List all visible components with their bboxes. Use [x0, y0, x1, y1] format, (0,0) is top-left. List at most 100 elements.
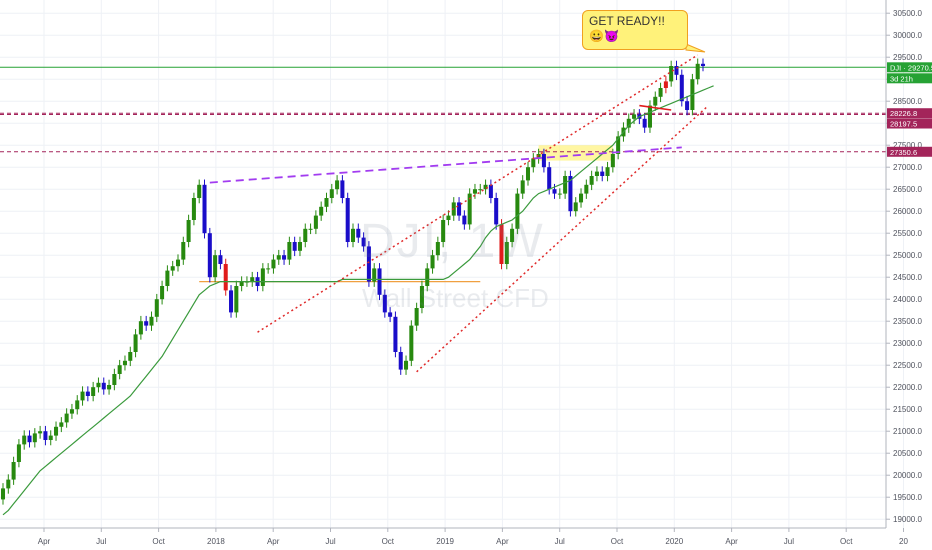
trendlines	[209, 43, 709, 373]
candle-body	[223, 264, 228, 291]
y-tick-label: 29500.0	[893, 53, 922, 62]
candle-body	[610, 154, 615, 168]
candle-body	[594, 171, 599, 176]
candle-body	[122, 360, 127, 366]
candle-body	[213, 255, 218, 278]
candle-body	[584, 184, 589, 194]
annotation-callout[interactable]: GET READY!! 😀😈	[582, 10, 688, 50]
price-axis[interactable]: 19000.0 19500.0 20000.0 20500.0 21000.0 21500…	[885, 0, 922, 528]
candle-body	[6, 479, 11, 489]
candle-body	[324, 198, 329, 207]
candle-body	[128, 352, 133, 361]
candle-body	[101, 382, 106, 390]
highlight-zone	[538, 145, 613, 161]
candle-body	[600, 171, 605, 176]
y-tick-label: 30000.0	[893, 31, 922, 40]
red-segment	[639, 104, 672, 111]
price-label-text: 28197.5	[890, 120, 917, 129]
candle-body	[393, 316, 398, 352]
candle-body	[170, 266, 175, 271]
candle-body	[419, 286, 424, 308]
candle-body	[674, 66, 679, 75]
candle-body	[32, 433, 37, 443]
candle-body	[504, 242, 509, 264]
moving-average-path	[2, 85, 714, 516]
candle-body	[589, 176, 594, 185]
candle-body	[499, 224, 504, 264]
x-tick-label: 2018	[207, 537, 225, 546]
candle-body	[541, 154, 546, 168]
y-tick-label: 26500.0	[893, 185, 922, 194]
candle-body	[27, 435, 32, 443]
candle-body	[239, 281, 244, 286]
y-tick-label: 28500.0	[893, 97, 922, 106]
candle-body	[547, 167, 552, 190]
candle-body	[154, 299, 159, 317]
candle-body	[181, 242, 186, 260]
candle-body	[388, 312, 393, 317]
price-labels: DJI · 29270.5 3d 21h 28226.8 28197.5 27350.6	[887, 62, 932, 157]
candle-body	[536, 154, 541, 159]
candle-body	[160, 286, 165, 300]
candle-body	[472, 189, 477, 194]
candle-body	[202, 184, 207, 234]
x-tick-label: Jul	[555, 537, 565, 546]
price-label-text: DJI · 29270.5	[890, 63, 932, 72]
candle-body	[133, 334, 138, 352]
candle-body	[107, 385, 112, 390]
candle-body	[605, 167, 610, 176]
x-tick-label: Jul	[325, 537, 335, 546]
candle-body	[488, 184, 493, 198]
price-label-badge	[887, 146, 932, 157]
candle-body	[478, 189, 483, 191]
candle-body	[457, 202, 462, 216]
purple-trendline	[209, 146, 682, 184]
candle-body	[552, 189, 557, 194]
candle-body	[138, 321, 143, 335]
drawing-overlays	[0, 66, 886, 283]
candle-body	[234, 286, 239, 313]
candle-body	[276, 255, 281, 260]
price-label-text: 27350.6	[890, 148, 917, 157]
candle-body	[207, 233, 212, 278]
candle-body	[69, 409, 74, 414]
y-tick-label: 22500.0	[893, 361, 922, 370]
candle-body	[398, 352, 403, 370]
candle-body	[510, 228, 515, 242]
candle-body	[191, 198, 196, 220]
candle-body	[96, 382, 101, 388]
candle-body	[38, 431, 43, 434]
candle-body	[345, 198, 350, 242]
candle-body	[340, 180, 345, 198]
candle-body	[297, 242, 302, 251]
y-tick-label: 27000.0	[893, 163, 922, 172]
candle-body	[685, 101, 690, 110]
y-tick-label: 19000.0	[893, 515, 922, 524]
candle-body	[658, 88, 663, 97]
candle-body	[573, 202, 578, 212]
candle-body	[515, 193, 520, 229]
candle-body	[409, 325, 414, 361]
candle-body	[377, 268, 382, 295]
x-tick-label: Jul	[96, 537, 106, 546]
candle-body	[446, 215, 451, 220]
candle-body	[149, 316, 154, 326]
candle-body	[11, 462, 16, 480]
candle-body	[557, 193, 562, 195]
candle-body	[91, 387, 96, 396]
candle-body	[520, 180, 525, 194]
time-axis[interactable]: Apr Jul Oct 2018 Apr Jul Oct 2019 Apr Jul Oct 2020 A…	[0, 527, 908, 546]
y-tick-label: 27500.0	[893, 141, 922, 150]
candle-body	[266, 268, 271, 270]
candle-body	[563, 176, 568, 194]
candle-body	[435, 242, 440, 256]
x-tick-label: Apr	[496, 537, 509, 546]
candle-body	[647, 105, 652, 128]
candle-body	[531, 158, 536, 168]
candle-body	[579, 193, 584, 203]
candle-body	[64, 413, 69, 423]
candle-body	[54, 426, 59, 436]
candle-body	[112, 374, 117, 385]
x-tick-label: 20	[899, 537, 908, 546]
